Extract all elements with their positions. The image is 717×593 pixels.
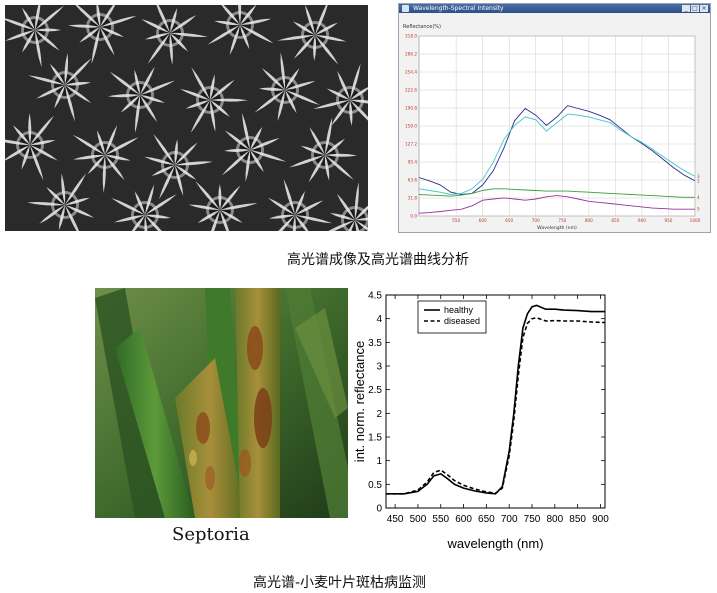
series-label: 2 [697, 178, 700, 183]
x-tick-label: 600 [479, 218, 487, 223]
plant [111, 184, 177, 231]
septoria-label: Septoria [172, 524, 250, 545]
reflectance-chart: 0 0.5 1 1.5 2 2.5 3 3.5 4 4.5 450 500 550 600 650 700 75… [352, 291, 609, 552]
y-tick-label: 190.8 [405, 106, 417, 111]
series-line [418, 188, 695, 198]
x-tick-label: 800 [585, 218, 593, 223]
x-tick-label: 1000 [690, 218, 701, 223]
y-tick-label: 159.0 [405, 124, 417, 129]
x-tick-label: 600 [455, 514, 472, 525]
y-tick-label: 222.6 [405, 88, 417, 93]
x-tick-label: 750 [524, 514, 541, 525]
y-tick-label: 318.0 [405, 34, 417, 39]
plant [328, 182, 368, 231]
y-tick-label: 3.5 [368, 338, 382, 349]
x-tick-label: 800 [546, 514, 563, 525]
x-tick-label: 450 [387, 514, 404, 525]
y-tick-label: 286.2 [405, 52, 417, 57]
x-tick-label: 850 [569, 514, 586, 525]
legend-label: diseased [444, 316, 480, 326]
plant [289, 117, 357, 183]
x-tick-label: 650 [478, 514, 495, 525]
minimize-button[interactable]: _ [682, 5, 690, 12]
hyperspectral-plant-image [5, 5, 368, 231]
y-tick-label: 0 [376, 504, 382, 515]
x-tick-label: 900 [638, 218, 646, 223]
legend-label: healthy [444, 305, 474, 315]
y-tick-label: 4.5 [368, 291, 382, 302]
plant [207, 5, 274, 56]
x-tick-label: 700 [532, 218, 540, 223]
x-tick-label: 950 [664, 218, 672, 223]
series-label: 5 [697, 207, 700, 212]
plant [27, 173, 95, 231]
x-tick-label: 550 [432, 514, 449, 525]
y-tick-label: 0.0 [410, 214, 417, 219]
window-titlebar: Wavelength-Spectral Intensity _ □ × [399, 4, 710, 13]
plant [277, 5, 347, 65]
plant [144, 133, 213, 200]
plant [141, 5, 208, 65]
x-tick-label: 550 [452, 218, 460, 223]
y-tick-label: 127.2 [405, 142, 417, 147]
y-tick-label: 95.4 [408, 160, 418, 165]
x-tick-label: 500 [410, 514, 427, 525]
close-button[interactable]: × [700, 5, 708, 12]
plant [28, 53, 92, 122]
plant [188, 181, 258, 231]
plant [68, 5, 137, 65]
plant [221, 112, 287, 182]
wheat-leaf-photo [95, 288, 348, 518]
plant [268, 178, 333, 231]
app-icon [402, 5, 409, 12]
y-tick-label: 0.5 [368, 480, 382, 491]
x-axis-label: wavelength (nm) [446, 536, 543, 551]
plant [254, 52, 320, 122]
y-tick-label: 31.8 [408, 196, 418, 201]
series-label: 3 [697, 174, 700, 179]
maximize-button[interactable]: □ [691, 5, 699, 12]
top-caption: 高光谱成像及高光谱曲线分析 [287, 252, 469, 268]
x-tick-label: 850 [611, 218, 619, 223]
x-tick-label: 650 [505, 218, 513, 223]
spectral-curve-window: Wavelength-Spectral Intensity _ □ × Refl… [398, 3, 711, 233]
y-tick-label: 3 [376, 362, 382, 373]
plant [180, 66, 248, 133]
spectral-chart: Reflectance(%) 0.0 31.8 63.6 95.4 127.2 159.0 1… [399, 13, 710, 232]
y-tick-label: 4 [376, 314, 382, 325]
x-tick-label: 700 [501, 514, 518, 525]
plant [108, 66, 176, 133]
y-tick-label: 63.6 [408, 178, 418, 183]
plant [5, 5, 65, 68]
series-line [386, 316, 606, 495]
y-tick-label: 2.5 [368, 385, 382, 396]
series-label: 4 [697, 195, 700, 200]
y-tick-label: 1.5 [368, 433, 382, 444]
series-line [418, 195, 695, 214]
x-tick-label: 750 [558, 218, 566, 223]
x-tick-label: 900 [592, 514, 609, 525]
x-axis-label: Wavelength (nm) [537, 225, 577, 231]
plant-grid-illustration [5, 5, 368, 231]
y-tick-label: 2 [376, 409, 382, 420]
wheat-leaf-illustration [95, 288, 348, 518]
plant [5, 113, 58, 181]
plant [313, 63, 368, 126]
bottom-caption: 高光谱-小麦叶片斑枯病监测 [253, 575, 427, 591]
window-title: Wavelength-Spectral Intensity [413, 5, 504, 12]
plant [72, 125, 139, 193]
legend-box [417, 300, 487, 334]
y-tick-label: 254.4 [405, 70, 417, 75]
y-axis-label: Reflectance(%) [403, 24, 441, 30]
series-line [418, 113, 696, 195]
y-tick-label: 1 [376, 456, 382, 467]
y-axis-label: int. norm. reflectance [352, 341, 367, 462]
